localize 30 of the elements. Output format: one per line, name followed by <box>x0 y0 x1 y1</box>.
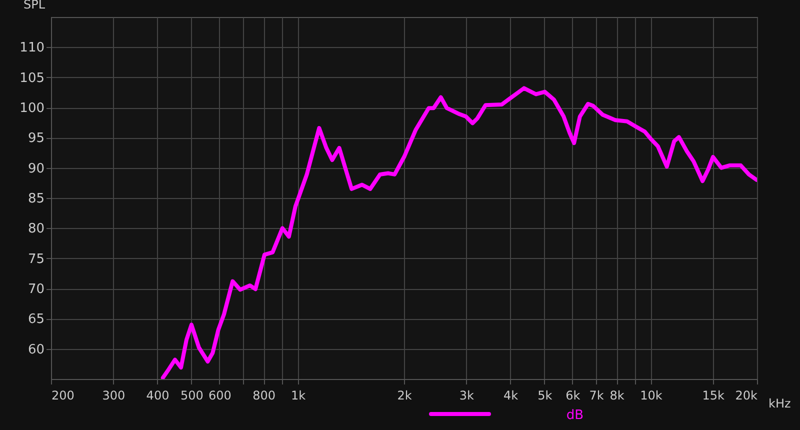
y-tick-label: 65 <box>28 312 44 328</box>
x-tick-label: 300 <box>102 388 126 402</box>
x-tick-label: 2k <box>397 388 412 402</box>
x-tick-label: 500 <box>180 388 204 402</box>
y-tick-label: 75 <box>28 252 44 267</box>
x-tick-label: 800 <box>252 388 276 402</box>
x-tick-label: 6k <box>566 388 580 402</box>
x-tick-label: 4k <box>503 388 518 402</box>
x-tick-label: 7k <box>589 388 604 402</box>
y-tick-label: 95 <box>28 131 44 146</box>
y-tick-label: 110 <box>20 40 44 56</box>
y-tick-label: 60 <box>28 342 44 358</box>
x-tick-label: 1k <box>290 388 306 402</box>
x-axis-title: kHz <box>768 396 791 410</box>
y-tick-label: 70 <box>28 282 44 297</box>
x-tick-label: 600 <box>208 388 232 402</box>
x-tick-label: 5k <box>538 388 552 402</box>
y-tick-label: 105 <box>20 70 44 86</box>
y-tick-label: 90 <box>28 161 44 176</box>
text: dB <box>566 408 584 423</box>
x-tick-label: 400 <box>146 388 170 402</box>
x-tick-label: 20k <box>735 388 758 402</box>
y-tick-label: 100 <box>20 101 44 116</box>
x-tick-label: 10k <box>640 388 662 402</box>
x-tick-label: 8k <box>610 388 624 402</box>
y-tick-label: 80 <box>28 222 44 237</box>
x-tick-label: 200 <box>52 388 74 402</box>
y-tick-label: 85 <box>28 192 44 206</box>
x-tick-label: 15k <box>702 388 725 402</box>
x-tick-label: 3k <box>459 388 474 402</box>
